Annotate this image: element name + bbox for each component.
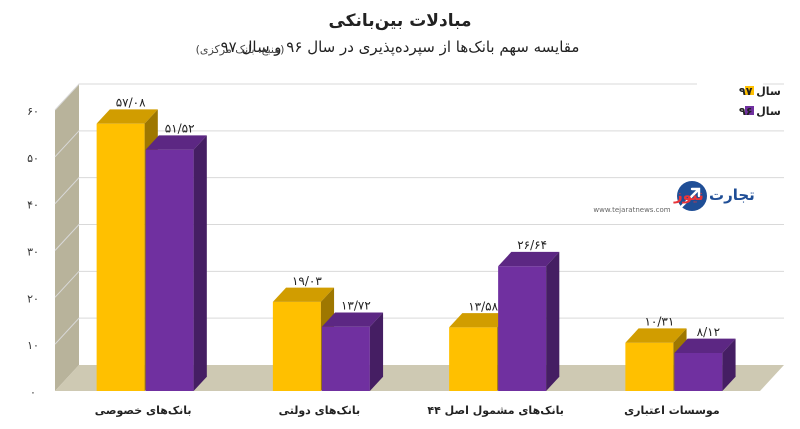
data-label: ۲۶/۶۴	[517, 238, 547, 252]
logo-text: تجارت نیوز	[673, 186, 755, 204]
bar	[625, 328, 687, 391]
floor	[55, 365, 784, 391]
y-axis-ticks: ۰ ۱۰ ۲۰ ۳۰ ۴۰ ۵۰ ۶۰	[27, 105, 39, 399]
gridline	[54, 177, 784, 205]
y-tick-label: ۵۰	[27, 152, 39, 165]
tejaratnews-logo: تجارت نیوز www.tejaratnews.com	[593, 181, 755, 214]
bar-top	[272, 287, 335, 302]
bar	[321, 312, 384, 391]
bar	[145, 135, 207, 391]
bar-front	[96, 123, 145, 392]
bar-top	[498, 251, 560, 267]
legend-swatch-1397	[745, 86, 754, 95]
data-label: ۱۳/۷۲	[341, 299, 371, 313]
category-label: بانک‌های خصوصی	[95, 404, 192, 417]
gridlines	[54, 83, 784, 345]
bar-front	[272, 301, 321, 391]
bar-front	[145, 149, 194, 391]
bar-front	[625, 342, 674, 391]
data-label: ۵۱/۵۲	[165, 122, 195, 136]
bar	[498, 251, 560, 391]
bar-top	[674, 338, 736, 353]
bar-side	[193, 135, 207, 391]
legend: سال ۹۷ سال ۹۶	[697, 82, 781, 124]
gridline	[54, 83, 784, 111]
y-tick-label: ۰	[30, 386, 36, 399]
bar-top	[96, 109, 158, 124]
legend-swatch-1396	[745, 106, 754, 115]
bar-front	[674, 352, 723, 391]
y-tick-label: ۴۰	[27, 199, 39, 212]
bar-front	[321, 326, 370, 391]
chart-title: مبادلات بین‌بانکی	[328, 11, 471, 31]
data-label: ۸/۱۲	[697, 325, 720, 339]
y-tick-label: ۳۰	[27, 246, 39, 259]
bar-front	[498, 266, 547, 391]
category-label: بانک‌های مشمول اصل ۴۴	[427, 404, 563, 417]
bar-top	[625, 328, 687, 343]
bar-front	[449, 327, 498, 391]
chart-subtitle: مقایسه سهم بانک‌ها از سپرده‌پذیری در سال…	[221, 38, 580, 57]
legend-label-1396: سال ۹۶	[739, 105, 781, 118]
data-labels: ۵۷/۰۸ ۵۱/۵۲ ۱۹/۰۳ ۱۳/۷۲ ۱۳/۵۸ ۲۶/۶۴ ۱۰/۳۱ ۸/۱۲	[116, 96, 720, 339]
data-label: ۵۷/۰۸	[116, 96, 146, 110]
bar-top	[449, 313, 511, 328]
category-label: بانک‌های دولتی	[279, 404, 361, 417]
logo-url: www.tejaratnews.com	[593, 206, 670, 214]
bar-top	[321, 312, 384, 327]
y-tick-label: ۶۰	[27, 105, 39, 118]
bar-side	[722, 338, 736, 391]
bar-side	[369, 312, 384, 391]
logo-arrow-icon	[680, 187, 701, 208]
category-labels: بانک‌های خصوصی بانک‌های دولتی بانک‌های مشم…	[95, 404, 720, 417]
data-label: ۱۹/۰۳	[292, 274, 322, 288]
data-label: ۱۳/۵۸	[468, 299, 498, 313]
gridline	[54, 224, 784, 251]
legend-label-1397: سال ۹۷	[739, 85, 781, 98]
y-tick-label: ۱۰	[27, 339, 39, 352]
chart-source: (منبع: بانک مرکزی)	[196, 43, 285, 56]
bars	[96, 109, 736, 392]
y-tick-label: ۲۰	[27, 292, 39, 305]
gridline	[54, 130, 784, 158]
data-label: ۱۰/۳۱	[644, 315, 674, 329]
bar-side	[546, 251, 560, 391]
category-label: موسسات اعتباری	[624, 404, 720, 417]
bar-top	[145, 135, 207, 150]
bar	[674, 338, 736, 391]
